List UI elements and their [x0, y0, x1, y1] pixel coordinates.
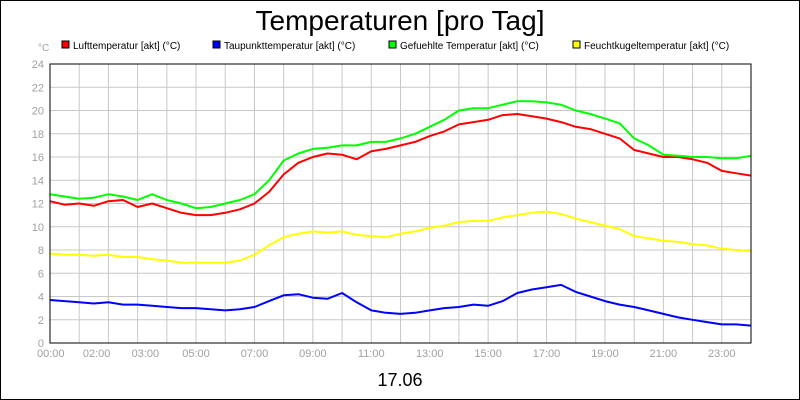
- x-tick-label: 07:00: [241, 348, 269, 360]
- grid-lines: [50, 63, 751, 344]
- x-tick-label: 00:00: [37, 348, 65, 360]
- x-tick-label: 02:00: [83, 348, 111, 360]
- series-line: [49, 283, 752, 327]
- x-tick-label: 11:00: [358, 348, 385, 360]
- x-tick-label: 03:00: [132, 348, 160, 360]
- chart-title: Temperaturen [pro Tag]: [256, 5, 545, 36]
- x-tick-label: 19:00: [591, 348, 619, 360]
- legend-swatch: [212, 40, 221, 49]
- legend-label: Lufttemperatur [akt] (°C): [73, 41, 180, 52]
- x-axis-ticks: 00:00 02:00 03:00 05:00 07:00 09:00 11:00 13:00…: [37, 348, 736, 360]
- y-tick-label: 8: [38, 245, 44, 257]
- series-line: [49, 210, 752, 264]
- legend-label: Gefuehlte Temperatur [akt] (°C): [400, 41, 539, 52]
- legend-swatch: [572, 40, 581, 49]
- y-tick-label: 20: [32, 106, 44, 118]
- series-line: [49, 100, 752, 210]
- x-tick-label: 13:00: [416, 348, 444, 360]
- x-tick-label: 23:00: [708, 348, 736, 360]
- y-tick-label: 24: [32, 59, 44, 71]
- legend-swatch: [61, 40, 70, 49]
- legend-item: Feuchtkugeltemperatur [akt] (°C): [572, 40, 729, 52]
- y-tick-label: 14: [32, 175, 44, 187]
- x-tick-label: 21:00: [650, 348, 678, 360]
- y-tick-label: 18: [32, 129, 44, 141]
- plot-border: [49, 63, 752, 344]
- legend-item: Gefuehlte Temperatur [akt] (°C): [388, 40, 539, 52]
- legend-swatch: [388, 40, 397, 49]
- y-tick-label: 16: [32, 152, 44, 164]
- y-tick-label: 22: [32, 82, 44, 94]
- y-tick-label: 6: [38, 268, 44, 280]
- x-tick-label: 05:00: [182, 348, 210, 360]
- date-label: 17.06: [377, 370, 422, 390]
- y-tick-label: 2: [38, 315, 44, 327]
- legend-label: Feuchtkugeltemperatur [akt] (°C): [584, 41, 729, 52]
- y-tick-label: 10: [32, 222, 44, 234]
- y-unit-label: °C: [38, 43, 49, 54]
- y-tick-label: 12: [32, 199, 44, 211]
- y-tick-label: 4: [38, 292, 44, 304]
- legend-item: Taupunkttemperatur [akt] (°C): [212, 40, 355, 52]
- x-tick-label: 15:00: [474, 348, 502, 360]
- series-layer: [49, 100, 752, 327]
- x-tick-label: 09:00: [299, 348, 327, 360]
- legend-label: Taupunkttemperatur [akt] (°C): [224, 41, 355, 52]
- y-tick-label: 0: [38, 338, 44, 350]
- legend-item: Lufttemperatur [akt] (°C): [61, 40, 180, 52]
- legend: Lufttemperatur [akt] (°C) Taupunkttempera…: [61, 40, 729, 52]
- x-tick-label: 17:00: [533, 348, 561, 360]
- series-line: [49, 113, 752, 217]
